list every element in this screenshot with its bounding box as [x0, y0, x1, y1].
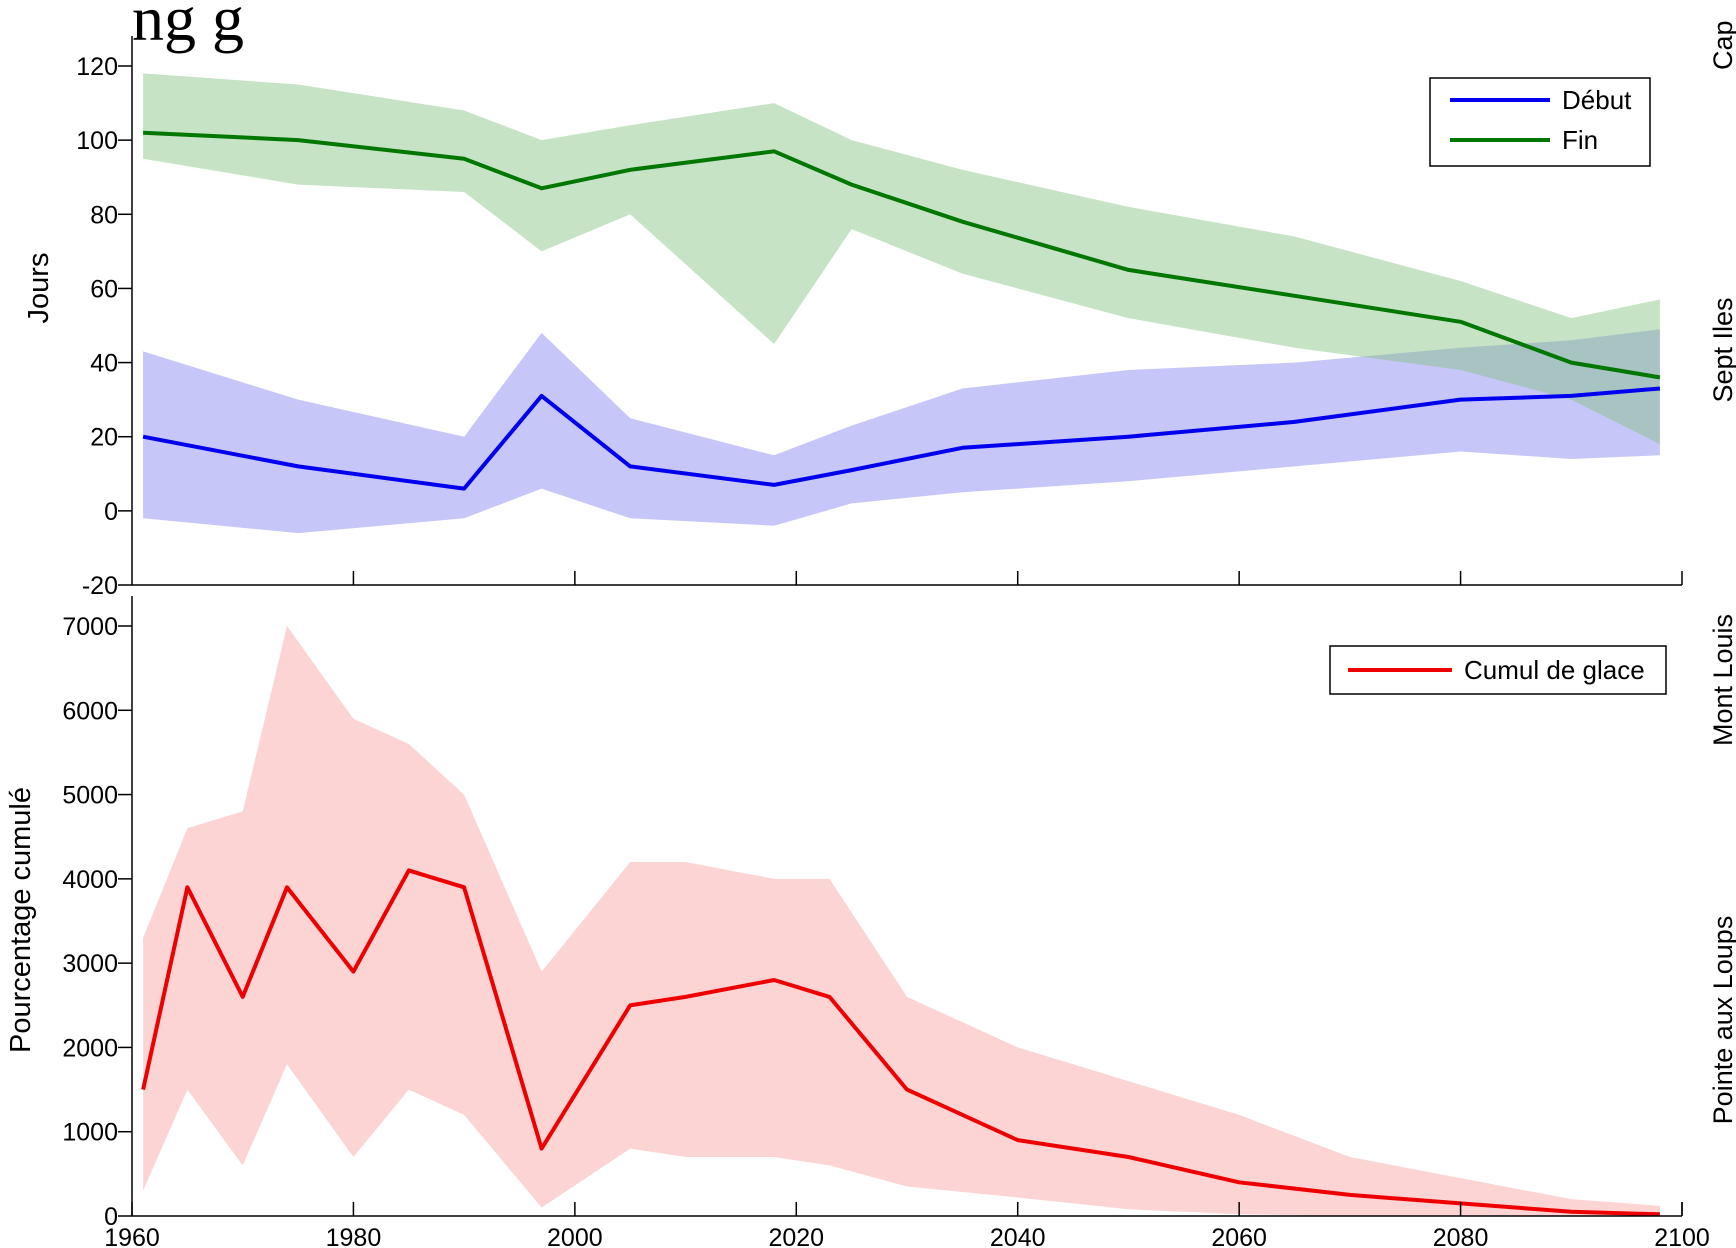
bottom-band-cumul-de-glace [143, 626, 1660, 1216]
bottom-y-tick-label: 2000 [62, 1034, 118, 1062]
side-label-cap: Cap [1708, 20, 1736, 70]
bottom-x-tick-label: 2020 [768, 1224, 824, 1248]
bottom-x-tick-label: 2100 [1654, 1224, 1710, 1248]
top-y-axis-label: Jours [23, 253, 55, 324]
top-y-tick-label: -20 [82, 572, 118, 600]
panel-pourcentage: 0 1000 2000 3000 4000 5000 6000 7000 1960 1980 200… [5, 596, 1710, 1248]
bottom-x-tick-label: 2080 [1433, 1224, 1489, 1248]
top-uncertainty-bands [143, 73, 1660, 534]
top-y-tick-label: 60 [90, 275, 118, 303]
top-y-tick-label: 0 [104, 498, 118, 526]
bottom-y-tick-label: 5000 [62, 782, 118, 810]
top-band-d-but [143, 329, 1660, 534]
side-label-mont-louis: Mont Louis [1708, 614, 1736, 746]
bottom-y-tick-label: 1000 [62, 1119, 118, 1147]
bottom-uncertainty-bands [143, 626, 1660, 1216]
top-y-tick-label: 80 [90, 201, 118, 229]
figure-title-fragment: ng g [132, 0, 244, 54]
top-line-fin [143, 130, 1661, 380]
bottom-x-tick-label: 2040 [990, 1224, 1046, 1248]
side-label-pointe-aux-loups: Pointe aux Loups [1708, 916, 1736, 1125]
top-band-fin [143, 73, 1660, 445]
top-y-tick-label: 20 [90, 424, 118, 452]
legend-label-fin: Fin [1562, 125, 1598, 155]
top-legend: Début Fin [1429, 77, 1651, 167]
legend-label-cumul: Cumul de glace [1464, 655, 1645, 685]
top-y-tick-label: 120 [76, 53, 118, 81]
bottom-y-tick-label: 4000 [62, 866, 118, 894]
bottom-series-lines [141, 868, 1660, 1217]
bottom-legend: Cumul de glace [1329, 645, 1667, 695]
panel-jours: -20 0 20 40 60 80 100 120 Jours Début Fin [23, 36, 1683, 600]
bottom-y-tick-label: 6000 [62, 697, 118, 725]
top-axes: -20 0 20 40 60 80 100 120 [76, 36, 1683, 600]
bottom-y-tick-label: 3000 [62, 950, 118, 978]
bottom-y-tick-label: 0 [104, 1203, 118, 1231]
bottom-x-tick-label: 1980 [326, 1224, 382, 1248]
bottom-line-cumul-de-glace [141, 868, 1660, 1217]
bottom-y-tick-label: 7000 [62, 613, 118, 641]
bottom-x-tick-label: 1960 [104, 1224, 160, 1248]
bottom-y-axis-label: Pourcentage cumulé [5, 787, 37, 1053]
bottom-x-tick-label: 2060 [1211, 1224, 1267, 1248]
side-labels: Cap Sept Iles Mont Louis Pointe aux Loup… [1708, 20, 1736, 1124]
top-line-d-but [142, 386, 1661, 491]
side-label-sept-iles: Sept Iles [1708, 297, 1736, 402]
top-y-tick-label: 100 [76, 127, 118, 155]
top-y-tick-label: 40 [90, 350, 118, 378]
top-series-lines [142, 130, 1661, 491]
legend-label-debut: Début [1562, 85, 1632, 115]
bottom-axes: 0 1000 2000 3000 4000 5000 6000 7000 1960 1980 200… [62, 596, 1710, 1248]
bottom-x-tick-label: 2000 [547, 1224, 603, 1248]
top-legend-box [1429, 77, 1651, 167]
